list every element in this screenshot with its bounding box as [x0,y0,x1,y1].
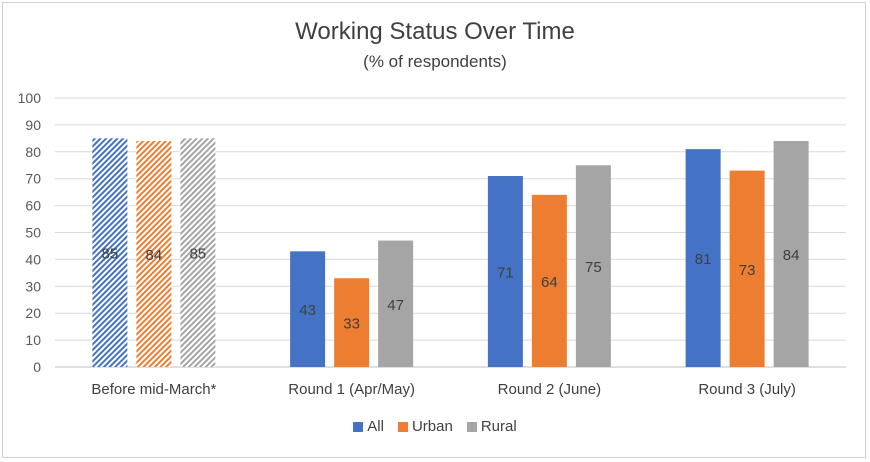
data-label: 64 [541,274,558,291]
legend-item-rural: Rural [466,418,517,435]
bar-rural-1 [378,240,414,367]
legend-item-urban: Urban [397,418,453,435]
chart-subtitle: (% of respondents) [363,52,507,71]
y-tick-label: 0 [33,359,41,375]
x-tick-label: Before mid-March* [91,381,216,398]
x-tick-label: Round 2 (June) [498,381,601,398]
y-tick-label: 40 [25,251,41,267]
chart-title: Working Status Over Time [295,18,575,45]
data-label: 85 [102,246,119,263]
bar-urban-1 [334,278,370,367]
bar-urban-0 [136,141,172,367]
legend-label: Rural [480,418,517,435]
bar-rural-2 [575,165,611,367]
y-tick-label: 20 [25,305,41,321]
bar-all-0 [92,138,128,367]
bar-all-2 [487,176,523,367]
legend-swatch [397,421,408,432]
data-label: 33 [343,316,360,333]
legend-label: Urban [411,418,453,435]
x-tick-label: Round 1 (Apr/May) [288,381,415,398]
data-label: 47 [387,297,404,314]
bar-rural-3 [773,141,809,367]
bar-rural-0 [180,138,216,367]
bar-all-1 [290,251,326,367]
y-tick-label: 30 [25,278,41,294]
y-tick-label: 100 [18,90,42,106]
y-tick-label: 90 [25,117,41,133]
y-tick-label: 60 [25,198,41,214]
data-label: 43 [299,302,316,319]
data-label: 84 [783,247,800,264]
y-tick-label: 80 [25,144,41,160]
data-label: 73 [739,262,756,279]
legend-swatch [353,421,364,432]
legend-swatch [466,421,477,432]
y-tick-label: 10 [25,332,41,348]
legend-label: All [367,418,384,435]
data-label: 85 [190,246,207,263]
x-tick-label: Round 3 (July) [698,381,796,398]
legend-item-all: All [353,418,384,435]
bar-urban-3 [729,170,765,367]
data-label: 81 [695,251,712,268]
data-label: 84 [146,247,163,264]
y-tick-label: 50 [25,225,41,241]
bar-all-3 [685,149,721,367]
bar-urban-2 [531,194,567,367]
data-label: 71 [497,265,514,282]
chart-legend: All Urban Rural [0,418,870,435]
y-tick-label: 70 [25,171,41,187]
data-label: 75 [585,259,602,276]
